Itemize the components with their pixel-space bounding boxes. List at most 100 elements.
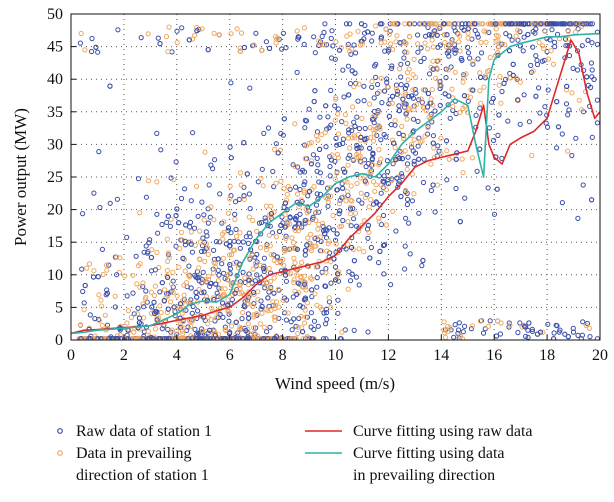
raw-point [467, 55, 473, 61]
raw-point [387, 97, 393, 103]
raw-point [409, 198, 415, 204]
raw-point [378, 190, 384, 196]
raw-point [591, 76, 597, 83]
prevailing-point [125, 308, 131, 314]
raw-point [267, 223, 273, 229]
raw-point [461, 72, 467, 78]
raw-point [351, 119, 357, 125]
prevailing-point [296, 204, 302, 210]
prevailing-point [151, 292, 157, 299]
raw-point [135, 305, 141, 311]
prevailing-point [326, 295, 332, 301]
raw-point [460, 329, 466, 335]
raw-point [297, 186, 303, 193]
scatter-prevailing-data [76, 21, 595, 340]
raw-point [416, 210, 422, 216]
raw-point [165, 326, 171, 332]
raw-point [554, 323, 560, 329]
prevailing-point [272, 305, 278, 311]
raw-point [353, 50, 359, 56]
y-tick-label: 45 [47, 39, 63, 56]
prevailing-point [414, 102, 420, 108]
prevailing-point [237, 230, 243, 236]
raw-point [491, 211, 498, 217]
prevailing-point [548, 48, 554, 54]
prevailing-point [303, 314, 309, 320]
raw-point [328, 87, 334, 94]
raw-point [327, 173, 333, 179]
prevailing-point [181, 325, 187, 331]
prevailing-point [205, 245, 211, 251]
raw-point [351, 42, 357, 48]
raw-point [379, 100, 385, 106]
prevailing-point [410, 72, 416, 78]
prevailing-point [253, 311, 260, 317]
raw-point [510, 72, 516, 79]
raw-point [430, 140, 436, 146]
prevailing-point [345, 241, 351, 247]
prevailing-point [366, 101, 373, 107]
raw-point [430, 182, 436, 188]
raw-point [271, 290, 277, 296]
prevailing-point [403, 40, 409, 46]
raw-point [367, 255, 373, 261]
prevailing-point [250, 303, 256, 309]
raw-point [381, 271, 387, 277]
raw-point [369, 38, 375, 44]
prevailing-point [309, 276, 315, 282]
raw-point [282, 272, 289, 278]
raw-point [334, 142, 340, 148]
prevailing-point [477, 318, 484, 324]
raw-point [400, 132, 406, 138]
raw-point [323, 144, 329, 150]
y-tick-label: 20 [47, 202, 63, 219]
prevailing-point [333, 94, 339, 101]
raw-point [356, 126, 363, 132]
prevailing-point [158, 309, 164, 316]
raw-point [133, 253, 139, 259]
prevailing-point [206, 273, 212, 279]
raw-point [215, 293, 221, 299]
prevailing-point [355, 28, 361, 34]
raw-point [533, 26, 539, 32]
raw-point [245, 240, 251, 246]
raw-point [402, 243, 408, 249]
raw-point [146, 240, 152, 246]
prevailing-point [291, 255, 297, 261]
prevailing-point [210, 270, 217, 276]
raw-point [283, 233, 289, 239]
raw-point [580, 21, 586, 27]
raw-point [405, 60, 411, 67]
raw-point [494, 186, 500, 192]
raw-point [201, 212, 207, 218]
raw-point [452, 21, 458, 27]
legend-marker [57, 450, 63, 456]
prevailing-point [177, 322, 183, 328]
prevailing-point [469, 155, 475, 161]
raw-point [356, 225, 362, 231]
raw-point [273, 141, 279, 147]
raw-point [312, 50, 318, 56]
raw-point [355, 98, 361, 104]
raw-point [462, 195, 468, 201]
prevailing-point [258, 175, 264, 181]
raw-point [274, 334, 280, 340]
prevailing-point [573, 29, 579, 35]
raw-point [107, 83, 113, 89]
prevailing-point [438, 135, 444, 141]
raw-point [252, 254, 258, 260]
raw-point [216, 272, 222, 278]
prevailing-point [465, 35, 471, 41]
raw-point [302, 252, 308, 258]
raw-point [159, 221, 165, 228]
prevailing-point [375, 110, 381, 116]
x-tick-label: 8 [279, 347, 287, 364]
prevailing-point [156, 264, 162, 271]
prevailing-point [469, 21, 475, 27]
prevailing-point [292, 260, 298, 266]
raw-point [380, 212, 387, 219]
raw-point [157, 336, 163, 340]
x-tick-label: 20 [592, 347, 608, 364]
prevailing-point [385, 84, 391, 90]
prevailing-point [228, 31, 234, 37]
